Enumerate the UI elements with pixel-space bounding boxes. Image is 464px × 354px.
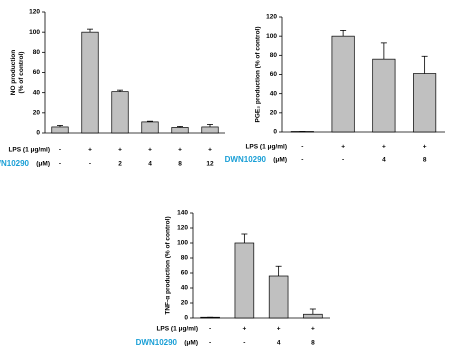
y-axis-label: PGE₂ production (% of control) [255, 26, 262, 122]
bar [51, 126, 69, 134]
row-cell: 4 [277, 340, 281, 347]
row-cell: + [88, 147, 92, 154]
y-tick-label: 120 [177, 225, 188, 232]
bar [141, 121, 159, 134]
row-cell: 4 [148, 161, 152, 168]
y-tick-label: 60 [270, 71, 278, 78]
y-tick-label: 20 [181, 300, 189, 307]
y-tick-label: 40 [270, 90, 278, 97]
row-cell: + [178, 147, 182, 154]
row-label: (μM) [273, 157, 287, 164]
row-cell: - [342, 157, 344, 164]
bar [331, 35, 355, 133]
y-tick-label: 40 [33, 89, 41, 96]
row-cell: + [148, 147, 152, 154]
y-tick-label: 40 [181, 285, 189, 292]
y-tick-label: 0 [184, 315, 188, 322]
row-cell: - [59, 147, 61, 154]
row-cell: + [382, 144, 386, 151]
row-cell: - [209, 340, 211, 347]
row-label: DWN10290 [225, 155, 267, 164]
row-cell: - [243, 340, 245, 347]
row-cell: + [242, 326, 246, 333]
bar [303, 313, 323, 319]
row-cell: + [423, 144, 427, 151]
row-label: (μM) [184, 340, 198, 347]
y-axis-label: TNF-α production (% of control) [165, 216, 172, 314]
bar [81, 31, 99, 134]
y-tick-label: 60 [33, 69, 41, 76]
y-tick-label: 20 [270, 110, 278, 117]
row-cell: 8 [178, 161, 182, 168]
y-tick-label: 140 [177, 210, 188, 217]
y-tick-label: 80 [270, 52, 278, 59]
row-cell: - [89, 161, 91, 168]
y-tick-label: 100 [177, 240, 188, 247]
y-tick-label: 100 [266, 33, 277, 40]
y-tick-label: 0 [36, 130, 40, 137]
bar [268, 275, 289, 319]
row-label: LPS (1 μg/ml) [8, 147, 50, 154]
bar [413, 73, 437, 133]
bar [111, 91, 129, 134]
row-cell: + [118, 147, 122, 154]
y-tick-label: 80 [181, 255, 189, 262]
row-cell: + [341, 144, 345, 151]
row-cell: 2 [118, 161, 122, 168]
y-tick-label: 80 [33, 49, 41, 56]
row-cell: + [208, 147, 212, 154]
y-tick-label: 20 [33, 110, 41, 117]
y-tick-label: 100 [29, 29, 40, 36]
y-axis-label: NO production(% of control) [10, 50, 25, 96]
y-tick-label: 0 [273, 129, 277, 136]
row-cell: + [277, 326, 281, 333]
row-cell: 8 [423, 157, 427, 164]
row-label: DWN10290 [136, 338, 178, 347]
row-cell: - [209, 326, 211, 333]
bar [372, 58, 396, 133]
row-cell: - [59, 161, 61, 168]
bar [171, 127, 189, 134]
y-tick-label: 120 [266, 14, 277, 21]
row-label: LPS (1 μg/ml) [156, 326, 198, 333]
row-label: (μM) [36, 161, 50, 168]
row-label: LPS (1 μg/ml) [245, 144, 287, 151]
row-cell: - [301, 144, 303, 151]
row-cell: + [311, 326, 315, 333]
row-cell: 4 [382, 157, 386, 164]
row-cell: 8 [311, 340, 315, 347]
row-cell: 12 [206, 161, 214, 168]
row-label: DWN10290 [0, 159, 30, 168]
bar [201, 126, 219, 134]
y-tick-label: 120 [29, 9, 40, 16]
bar [234, 242, 255, 319]
y-tick-label: 60 [181, 270, 189, 277]
row-cell: - [301, 157, 303, 164]
